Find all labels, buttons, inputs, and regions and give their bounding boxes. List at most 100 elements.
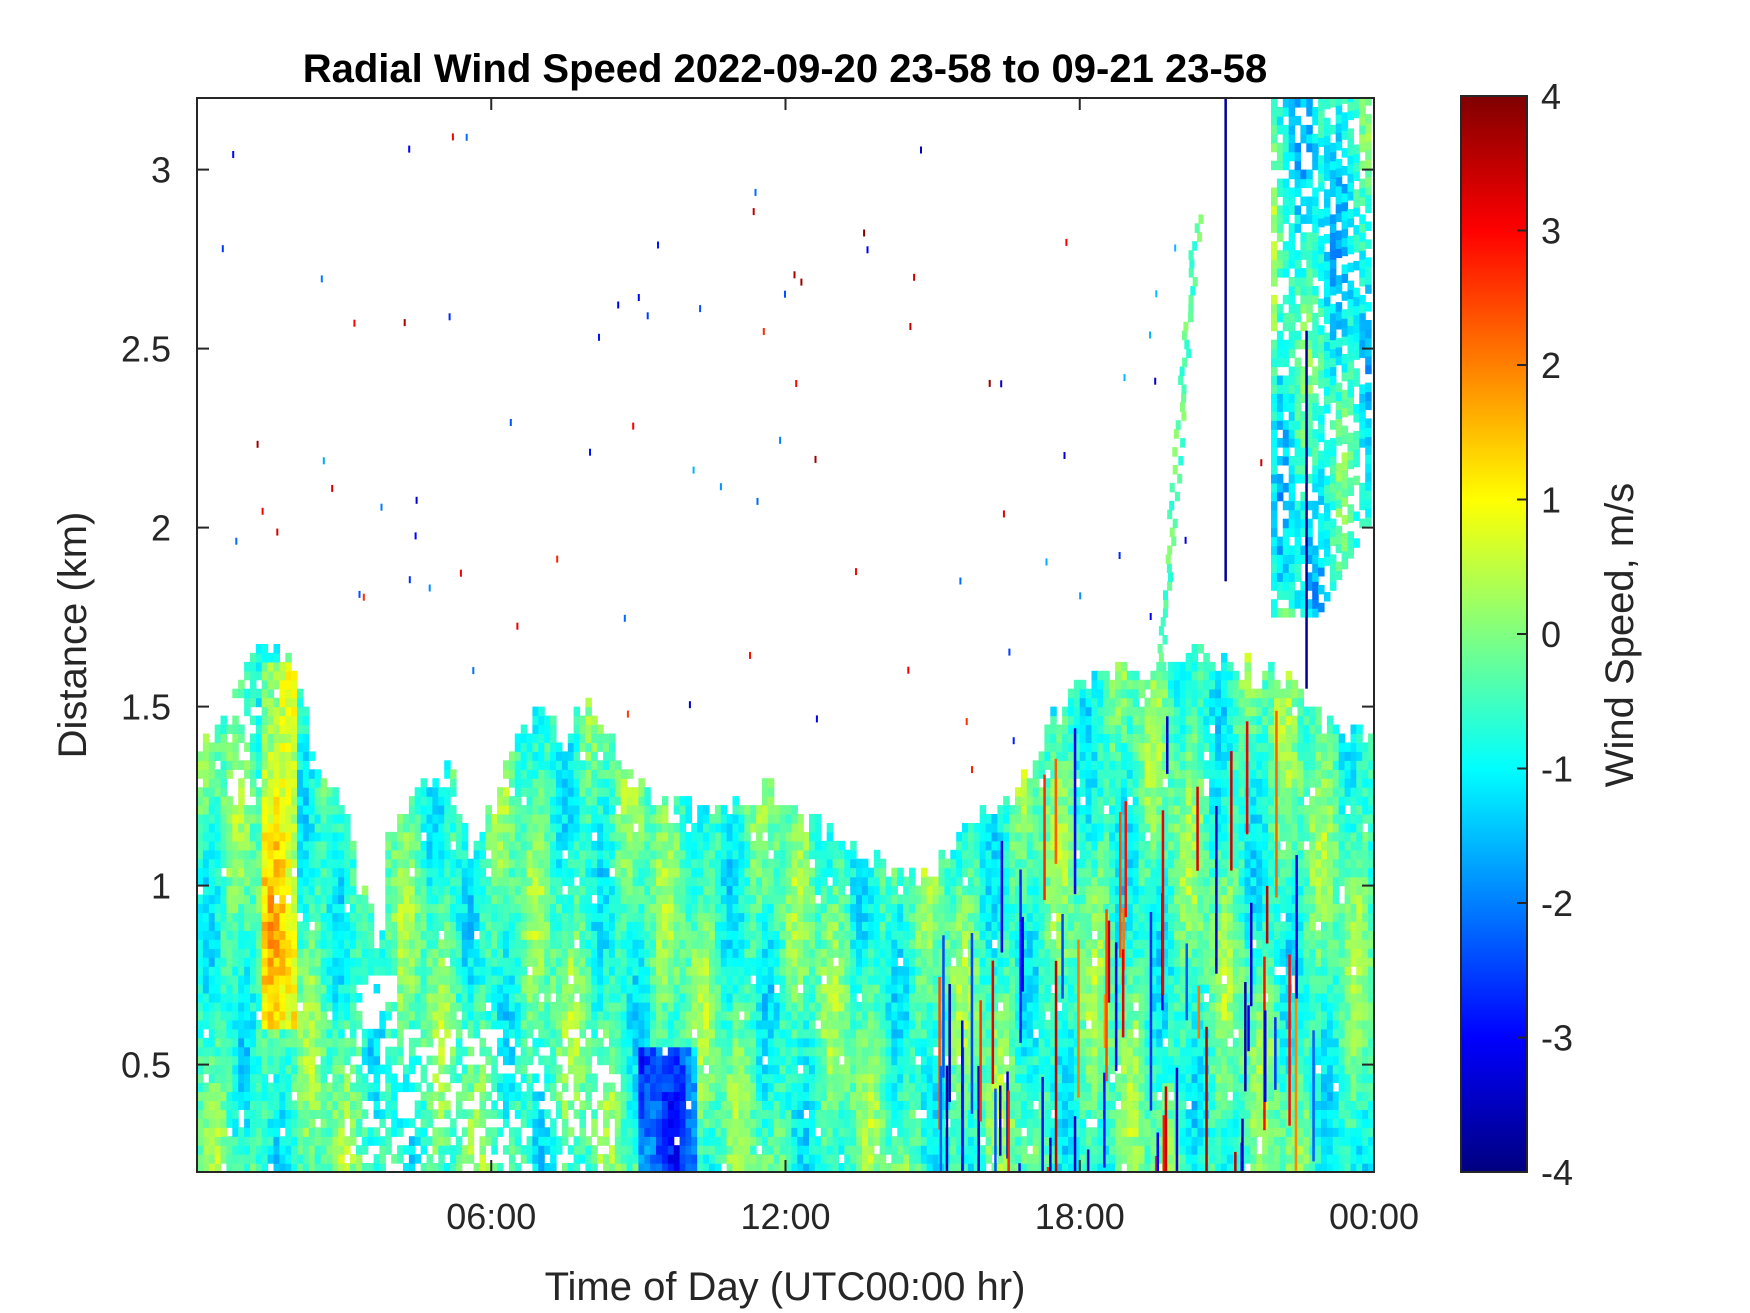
heatmap-cell (308, 1073, 316, 1084)
heatmap-cell (214, 733, 222, 744)
heatmap-cell (514, 939, 522, 949)
heatmap-cell (461, 1073, 469, 1084)
heatmap-cell (414, 840, 422, 851)
heatmap-cell (726, 984, 734, 994)
heatmap-cell (697, 876, 704, 887)
heatmap-cell (244, 1073, 251, 1084)
heatmap-cell (273, 814, 280, 824)
heatmap-cell (603, 984, 610, 994)
heatmap-cell (550, 894, 557, 905)
heatmap-cell (450, 876, 457, 887)
heatmap-cell (408, 1010, 416, 1021)
heatmap-cell (544, 930, 551, 940)
heatmap-cell (844, 1100, 851, 1110)
heatmap-cell (291, 679, 298, 690)
heatmap-cell (673, 1055, 681, 1066)
heatmap-cell (820, 930, 828, 940)
heatmap-cell (885, 876, 892, 887)
heatmap-cell (785, 1073, 792, 1084)
heatmap-cell (720, 885, 728, 896)
heatmap-cell (726, 939, 734, 949)
heatmap-cell (561, 805, 569, 815)
heatmap-cell (732, 1091, 739, 1101)
heatmap-cell (285, 885, 292, 896)
heatmap-cell (767, 1028, 775, 1039)
heatmap-cell (791, 1073, 798, 1084)
heatmap-cell (897, 966, 904, 976)
heatmap-cell (561, 957, 569, 967)
heatmap-cell (756, 939, 763, 949)
heatmap-cell (785, 1037, 792, 1048)
heatmap-cell (320, 1001, 328, 1012)
heatmap-cell (844, 876, 851, 887)
heatmap-cell (573, 921, 581, 931)
heatmap-cell (573, 733, 581, 744)
heatmap-cell (326, 939, 333, 949)
heatmap-cell (579, 1073, 586, 1084)
heatmap-cell (591, 1127, 598, 1137)
heatmap-cell (850, 1073, 857, 1084)
heatmap-cell (632, 1091, 639, 1101)
heatmap-cell (785, 1010, 792, 1021)
heatmap-cell (744, 1037, 751, 1048)
heatmap-cell (320, 876, 328, 887)
heatmap-cell (750, 1109, 757, 1119)
heatmap-cell (285, 1118, 292, 1128)
heatmap-cell (385, 1109, 392, 1119)
heatmap-cell (797, 814, 804, 824)
heatmap-cell (455, 831, 463, 842)
heatmap-cell (503, 993, 510, 1003)
heatmap-cell (697, 930, 704, 940)
heatmap-cell (550, 769, 557, 779)
heatmap-cell (467, 921, 475, 931)
heatmap-cell (244, 921, 251, 931)
heatmap-cell (508, 876, 516, 887)
heatmap-cell (791, 831, 798, 842)
heatmap-cell (673, 867, 681, 878)
heatmap-cell (556, 930, 563, 940)
heatmap-cell (208, 912, 216, 922)
heatmap-cell (767, 1001, 775, 1012)
heatmap-cell (732, 975, 739, 985)
heatmap-cell (814, 1145, 822, 1155)
heatmap-cell (503, 867, 510, 878)
heatmap-cell (397, 1001, 404, 1012)
heatmap-cell (667, 957, 675, 967)
heatmap-cell (597, 921, 604, 931)
heatmap-cell (561, 858, 569, 869)
heatmap-cell (232, 1001, 239, 1012)
heatmap-cell (420, 930, 428, 940)
heatmap-cell (603, 993, 610, 1003)
heatmap-cell (726, 1046, 734, 1057)
heatmap-cell (561, 1136, 569, 1146)
heatmap-cell (661, 1028, 669, 1039)
heatmap-cell (485, 993, 492, 1003)
heatmap-cell (638, 787, 645, 797)
heatmap-cell (538, 849, 545, 860)
heatmap-cell (220, 1091, 227, 1101)
heatmap-cell (691, 1136, 698, 1146)
heatmap-cell (738, 823, 745, 833)
heatmap-cell (520, 1091, 528, 1101)
heatmap-cell (514, 733, 522, 744)
heatmap-cell (691, 1118, 698, 1128)
heatmap-cell (650, 921, 657, 931)
heatmap-cell (556, 912, 563, 922)
heatmap-cell (326, 894, 333, 905)
heatmap-cell (703, 814, 710, 824)
heatmap-cell (520, 1055, 528, 1066)
heatmap-cell (261, 876, 269, 887)
heatmap-cell (809, 993, 816, 1003)
heatmap-cell (885, 1091, 892, 1101)
heatmap-cell (732, 849, 739, 860)
heatmap-cell (420, 849, 428, 860)
heatmap-cell (603, 840, 610, 851)
heatmap-cell (302, 1082, 310, 1093)
heatmap-cell (885, 1163, 892, 1172)
heatmap-cell (856, 975, 863, 985)
heatmap-cell (420, 840, 428, 851)
heatmap-cell (732, 1028, 739, 1039)
heatmap-cell (514, 849, 522, 860)
heatmap-cell (809, 1127, 816, 1137)
heatmap-cell (726, 1055, 734, 1066)
